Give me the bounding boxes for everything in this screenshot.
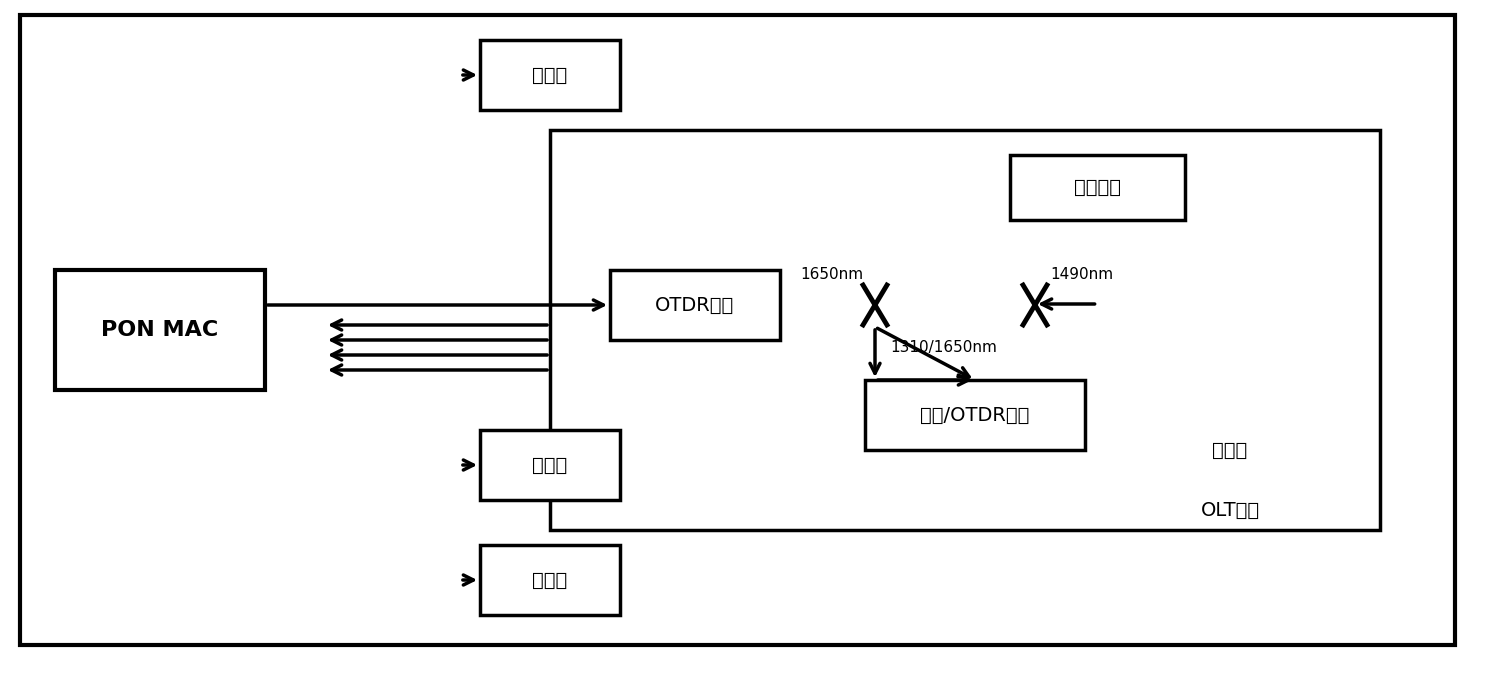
Text: 光模块: 光模块 (533, 456, 567, 475)
Bar (481, 430, 620, 500)
Bar (551, 130, 1379, 530)
Text: 光模块: 光模块 (1213, 441, 1247, 460)
Bar (865, 380, 1085, 450)
Text: OLT板卡: OLT板卡 (1201, 500, 1259, 520)
Text: 1650nm: 1650nm (801, 267, 863, 282)
Bar (610, 270, 780, 340)
Text: 光模块: 光模块 (533, 65, 567, 84)
Text: PON MAC: PON MAC (101, 320, 219, 340)
Text: 数据发送: 数据发送 (1074, 178, 1120, 197)
Text: OTDR发送: OTDR发送 (655, 296, 735, 314)
Text: 数据/OTDR接收: 数据/OTDR接收 (920, 405, 1030, 424)
Bar (481, 40, 620, 110)
Bar (55, 270, 265, 390)
Bar (1010, 155, 1184, 220)
Text: 1490nm: 1490nm (1051, 267, 1113, 282)
Bar (481, 545, 620, 615)
Text: 光模块: 光模块 (533, 571, 567, 590)
Text: 1310/1650nm: 1310/1650nm (890, 340, 997, 355)
